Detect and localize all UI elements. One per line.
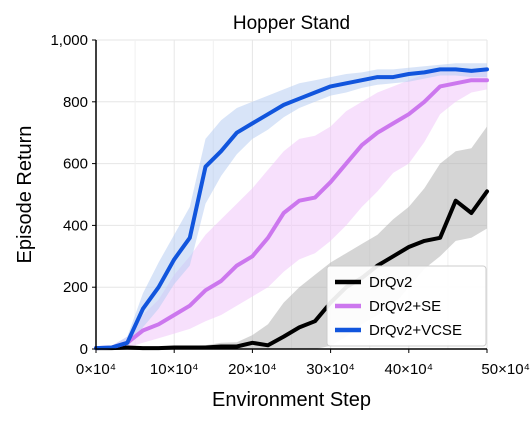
y-tick-label: 600: [63, 156, 88, 173]
x-tick-labels: 0×10⁴ 10×10⁴ 20×10⁴ 30×10⁴ 40×10⁴ 50×10⁴: [76, 361, 530, 378]
x-tick-label: 0×10⁴: [76, 361, 116, 378]
x-tick-label: 20×10⁴: [228, 361, 277, 378]
axes: [92, 39, 488, 353]
series-line-0: [94, 189, 489, 351]
series-lines: [94, 67, 489, 351]
y-axis-title: Episode Return: [14, 126, 36, 264]
y-tick-label: 1,000: [50, 32, 88, 49]
legend-label-0: DrQv2: [369, 274, 412, 291]
x-tick-label: 40×10⁴: [385, 361, 434, 378]
x-tick-label: 10×10⁴: [150, 361, 199, 378]
legend: DrQv2 DrQv2+SE DrQv2+VCSE: [326, 265, 487, 347]
y-tick-labels: 0 200 400 600 800 1,000: [50, 32, 88, 358]
x-tick-label: 50×10⁴: [481, 361, 530, 378]
y-tick-label: 0: [80, 341, 88, 358]
legend-label-2: DrQv2+VCSE: [369, 322, 462, 339]
legend-box: [326, 265, 487, 347]
x-tick-label: 30×10⁴: [306, 361, 355, 378]
series-line-1: [94, 78, 489, 351]
y-tick-label: 800: [63, 94, 88, 111]
series-line-2: [94, 67, 489, 351]
y-tick-label: 200: [63, 279, 88, 296]
chart-title: Hopper Stand: [233, 13, 350, 34]
confidence-band-2: [96, 63, 487, 349]
x-axis-title: Environment Step: [212, 389, 371, 411]
legend-label-1: DrQv2+SE: [369, 298, 441, 315]
y-tick-label: 400: [63, 217, 88, 234]
